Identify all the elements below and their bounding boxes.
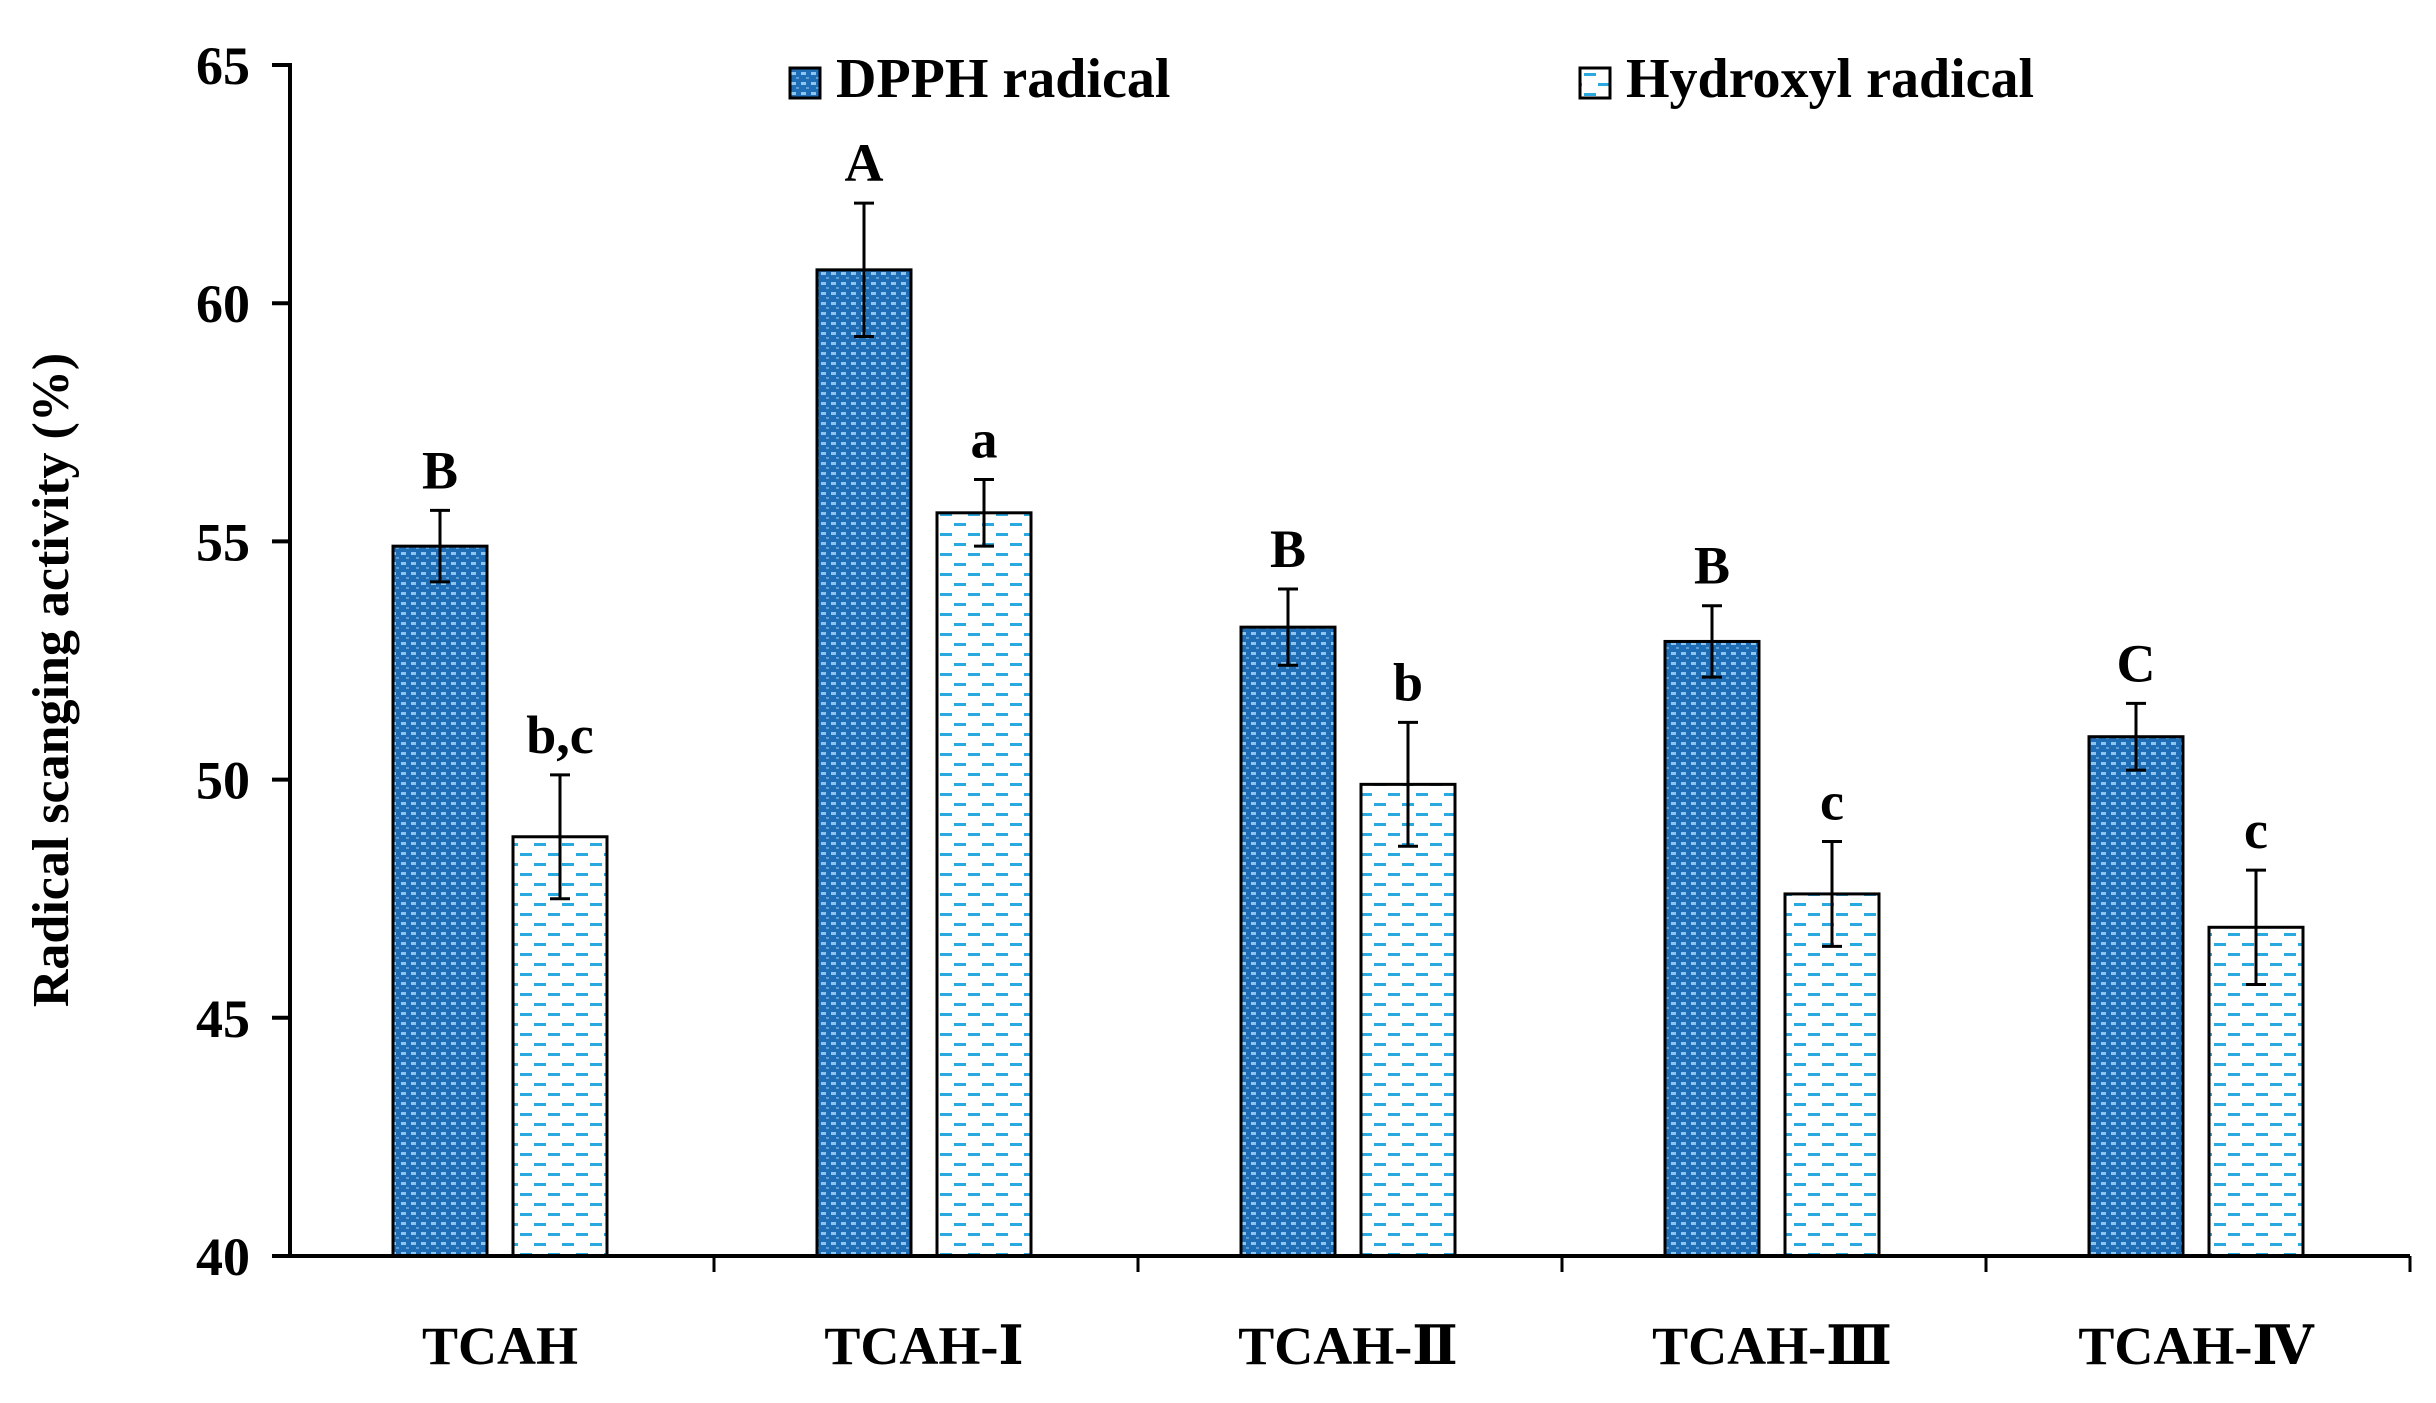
- bars-layer: [391, 268, 2305, 1258]
- bar-hydroxyl-2: [1359, 782, 1457, 1258]
- axes-layer: TCAH TCAH-Ⅰ TCAH-Ⅱ TCAH-Ⅲ TCAH-Ⅳ 40 45 50 55 60 65: [196, 36, 2412, 1376]
- bar-dpph-0: [391, 544, 489, 1258]
- significance-label-0-0: B: [422, 440, 458, 500]
- legend-swatch-1: [1578, 66, 1612, 100]
- y-axis-title: Radical scanging activity (%): [23, 353, 80, 1007]
- y-tick-label-1: 45: [196, 989, 250, 1049]
- bar-dpph-1: [815, 268, 913, 1258]
- y-tick-label-5: 65: [196, 36, 250, 96]
- significance-label-0-3: B: [1694, 536, 1730, 596]
- legend-label-0: DPPH radical: [836, 48, 1170, 110]
- significance-label-1-1: a: [971, 409, 998, 469]
- x-tick-label-0: TCAH: [422, 1316, 578, 1376]
- legend-swatch-0: [788, 66, 822, 100]
- bar-dpph-3: [1663, 639, 1761, 1258]
- legend: DPPH radical Hydroxyl radical: [788, 48, 2034, 110]
- bar-dpph-2: [1239, 625, 1337, 1258]
- y-tick-label-0: 40: [196, 1227, 250, 1287]
- significance-label-1-0: b,c: [526, 705, 594, 765]
- y-tick-label-4: 60: [196, 274, 250, 334]
- bar-hydroxyl-3: [1783, 892, 1881, 1258]
- bar-hydroxyl-0: [511, 835, 609, 1258]
- x-tick-label-1: TCAH-Ⅰ: [824, 1316, 1023, 1376]
- error-bars-layer: [430, 201, 2266, 986]
- significance-label-0-1: A: [845, 133, 884, 193]
- bar-hydroxyl-1: [935, 511, 1033, 1258]
- x-tick-label-2: TCAH-Ⅱ: [1238, 1316, 1458, 1376]
- significance-label-1-2: b: [1393, 652, 1423, 712]
- bar-dpph-4: [2087, 735, 2185, 1258]
- significance-label-1-4: c: [2244, 800, 2268, 860]
- significance-labels-layer: Bb,c Aa Bb Bc Cc: [422, 133, 2268, 860]
- x-tick-label-4: TCAH-Ⅳ: [2078, 1316, 2315, 1376]
- y-tick-label-2: 50: [196, 751, 250, 811]
- significance-label-0-2: B: [1270, 519, 1306, 579]
- x-tick-label-3: TCAH-Ⅲ: [1652, 1316, 1892, 1376]
- y-tick-label-3: 55: [196, 512, 250, 572]
- significance-label-0-4: C: [2117, 633, 2156, 693]
- legend-label-1: Hydroxyl radical: [1626, 48, 2034, 110]
- significance-label-1-3: c: [1820, 772, 1844, 832]
